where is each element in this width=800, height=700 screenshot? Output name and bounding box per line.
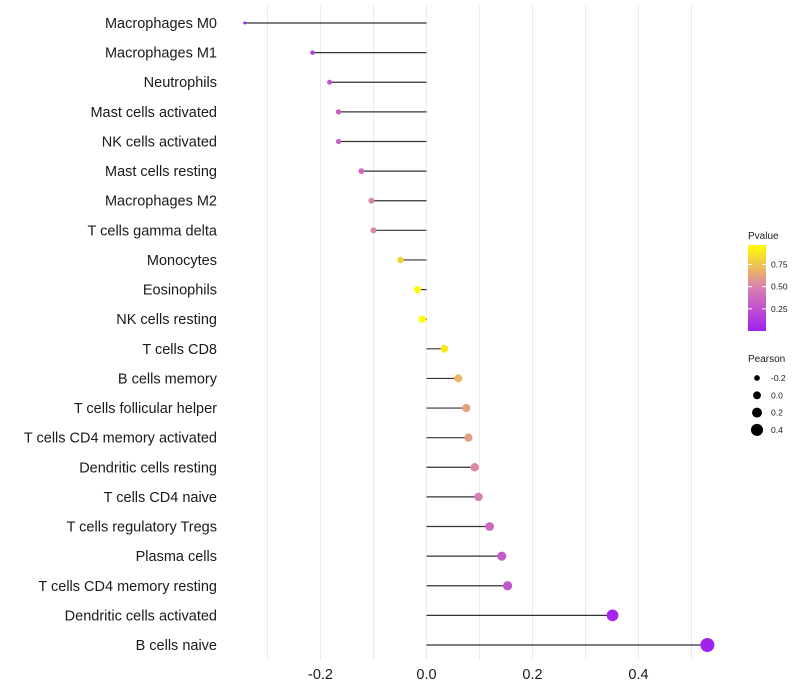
point [413,286,422,294]
y-tick-label: Macrophages M2 [105,194,217,210]
size-key-dot [754,375,760,381]
point [464,433,473,442]
point [497,551,507,561]
size-key-label: 0.4 [771,425,783,435]
x-tick-label: 0.4 [628,667,648,683]
x-tick-label: 0.2 [522,667,542,683]
point [368,197,375,204]
y-tick-label: T cells CD4 memory activated [24,431,217,447]
x-axis-ticks: -0.2 0.0 0.2 0.4 [308,667,649,683]
size-key-dot [752,407,762,418]
y-tick-label: T cells follicular helper [74,401,217,417]
point [700,638,715,652]
y-tick-label: T cells CD4 memory resting [38,579,217,595]
point [358,168,365,174]
y-tick-label: Mast cells resting [105,164,217,180]
point [310,50,315,55]
point [606,609,619,622]
size-key-dot [750,423,764,436]
y-tick-label: Neutrophils [144,75,217,91]
y-tick-label: Dendritic cells resting [79,460,217,476]
gridlines [267,5,692,660]
point [502,581,513,591]
y-tick-label: T cells regulatory Tregs [67,520,217,536]
y-tick-label: B cells memory [118,371,218,387]
y-tick-label: Eosinophils [143,283,217,299]
y-axis-labels: Macrophages M0 Macrophages M1 Neutrophils M… [24,16,218,654]
pvalue-legend: Pvalue 0.25 0.50 0.75 [748,231,788,331]
point [243,21,247,25]
y-tick-label: NK cells activated [102,134,217,150]
point [370,227,377,234]
colorbar-label: 0.50 [771,282,788,292]
colorbar-label: 0.25 [771,304,788,314]
stems [244,22,708,646]
size-key-label: 0.0 [771,390,783,400]
y-tick-label: NK cells resting [116,312,217,328]
point [485,522,494,531]
x-tick-label: -0.2 [308,667,333,683]
pearson-legend-title: Pearson [748,354,785,365]
y-tick-label: T cells CD4 naive [104,490,217,506]
point [335,138,342,145]
y-tick-label: Plasma cells [136,549,217,565]
point [474,492,483,502]
point [454,374,463,383]
point [397,256,404,264]
y-tick-label: Macrophages M0 [105,16,217,32]
point [327,79,333,85]
y-tick-label: Dendritic cells activated [65,608,217,624]
point [440,344,449,353]
y-tick-label: Mast cells activated [90,105,217,121]
size-key-dot [753,391,761,400]
pearson-legend: Pearson -0.2 0.0 0.2 0.4 [748,354,786,436]
points [243,21,715,652]
point [462,403,471,413]
point [335,109,342,115]
y-tick-label: Macrophages M1 [105,46,217,62]
y-tick-label: Monocytes [147,253,217,269]
pvalue-colorbar [748,245,766,331]
colorbar-label: 0.75 [771,260,788,270]
x-tick-label: 0.0 [416,667,436,683]
size-key-label: 0.2 [771,408,783,418]
size-key-label: -0.2 [771,373,786,383]
y-tick-label: B cells naive [136,638,217,654]
point [470,463,479,472]
y-tick-label: T cells gamma delta [88,223,218,239]
y-tick-label: T cells CD8 [142,342,217,358]
pvalue-legend-title: Pvalue [748,231,779,242]
point [418,315,426,323]
